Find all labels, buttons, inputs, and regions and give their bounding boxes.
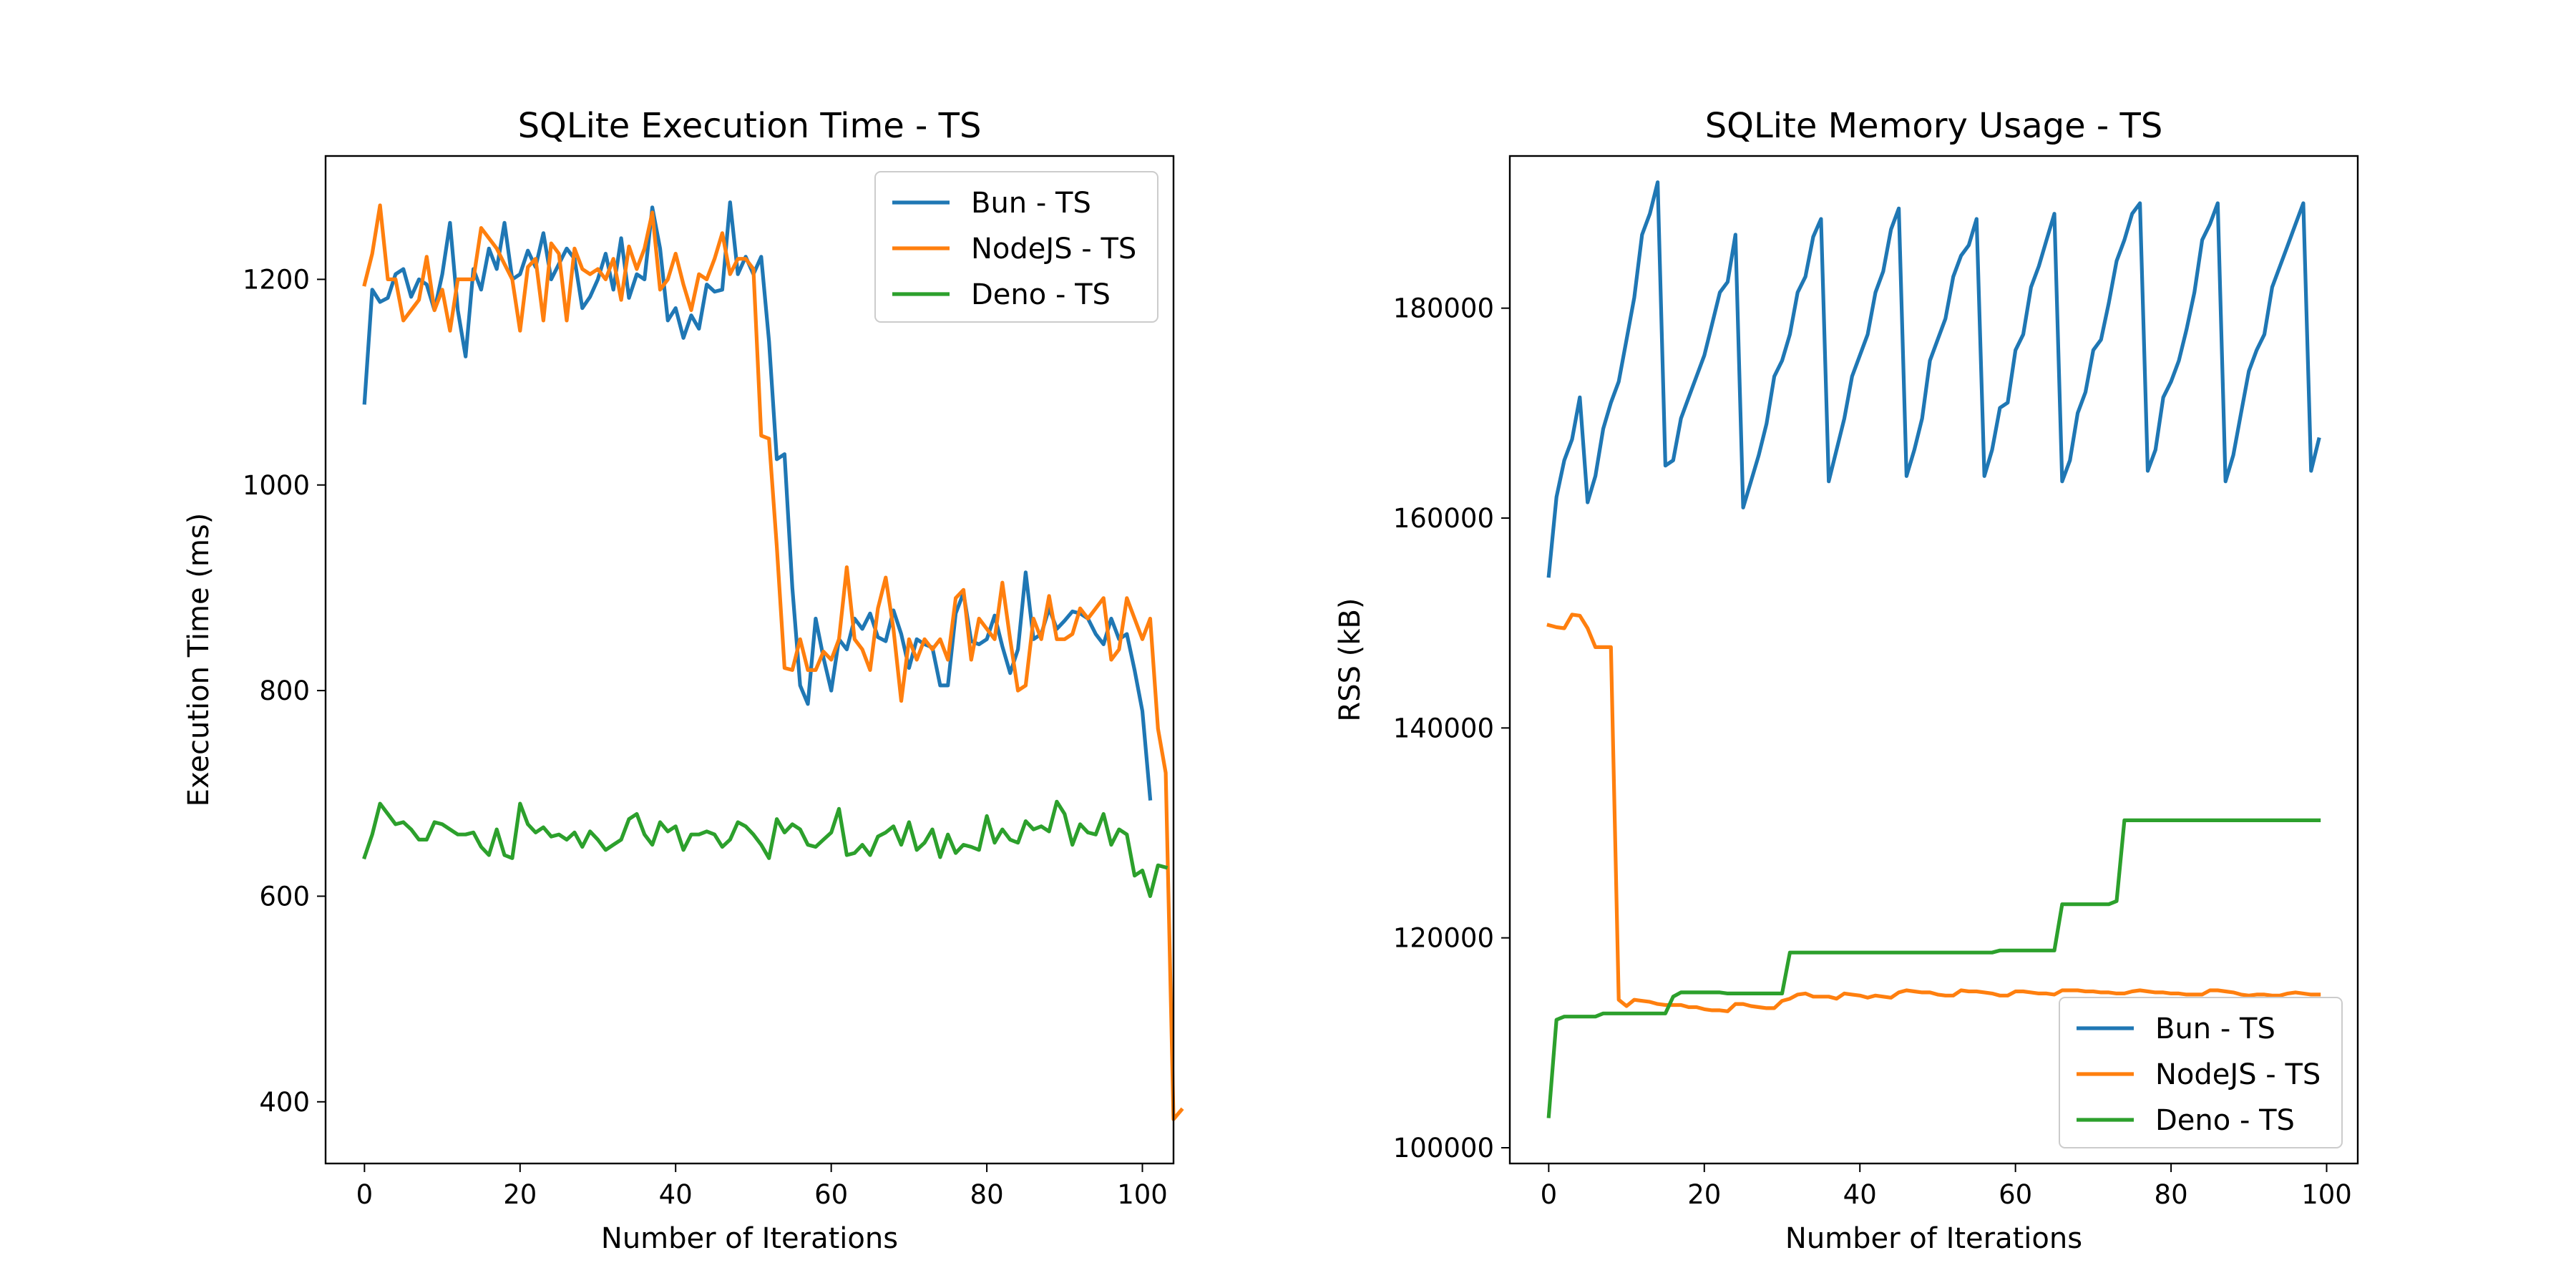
memory-usage-chart: 0 20 40 60 80 100 100000 120000 140000 160000 1800…: [1334, 106, 2359, 1255]
legend-entry: Deno - TS: [971, 278, 1111, 311]
series-line-deno-ts: [362, 799, 1169, 899]
y-tick-label: 140000: [1393, 713, 1494, 743]
y-tick-label: 160000: [1393, 503, 1494, 534]
legend-box: [874, 171, 1158, 323]
legend-entry: NodeJS - TS: [2155, 1058, 2321, 1091]
x-tick-label: 20: [1687, 1179, 1721, 1210]
series-line-deno-ts: [1546, 818, 2321, 1118]
legend-entry: NodeJS - TS: [971, 233, 1136, 265]
x-axis-label: Number of Iterations: [1785, 1222, 2082, 1255]
series-line-nodejs-ts: [1546, 613, 2321, 1013]
chart-title: SQLite Memory Usage - TS: [1705, 106, 2163, 146]
y-tick-label: 800: [259, 675, 310, 706]
y-tick-label: 1200: [243, 264, 310, 295]
axes-frame: [1508, 155, 2359, 1165]
x-tick-label: 20: [503, 1179, 537, 1210]
x-tick-label: 40: [1843, 1179, 1877, 1210]
x-tick-label: 40: [659, 1179, 693, 1210]
legend-entry: Deno - TS: [2155, 1104, 2295, 1137]
legend-box: [2059, 997, 2343, 1148]
x-tick-label: 60: [814, 1179, 848, 1210]
x-tick-label: 80: [970, 1179, 1004, 1210]
y-tick-label: 1000: [243, 470, 310, 501]
y-tick-label: 120000: [1393, 923, 1494, 954]
execution-time-chart: 0 20 40 60 80 100 400 600 800 1000 1200 SQLite Exec…: [182, 106, 1184, 1255]
x-tick-label: 100: [2301, 1179, 2352, 1210]
y-tick-label: 100000: [1393, 1133, 1494, 1163]
y-tick-label: 180000: [1393, 293, 1494, 324]
series-line-bun-ts: [1546, 180, 2321, 578]
series-line-bun-ts: [362, 200, 1153, 801]
legend: Bun - TS NodeJS - TS Deno - TS: [874, 171, 1158, 323]
x-tick-label: 0: [356, 1179, 374, 1210]
legend: Bun - TS NodeJS - TS Deno - TS: [2059, 997, 2343, 1148]
y-axis-label: Execution Time (ms): [182, 513, 215, 807]
y-tick-label: 400: [259, 1087, 310, 1118]
x-tick-label: 60: [1999, 1179, 2032, 1210]
legend-entry: Bun - TS: [971, 187, 1091, 220]
x-axis-label: Number of Iterations: [601, 1222, 898, 1255]
x-tick-label: 0: [1541, 1179, 1558, 1210]
y-tick-label: 600: [259, 881, 310, 912]
x-tick-label: 80: [2155, 1179, 2188, 1210]
axes-frame: [324, 155, 1175, 1165]
x-tick-label: 100: [1117, 1179, 1168, 1210]
y-axis-label: RSS (kB): [1334, 597, 1367, 721]
legend-entry: Bun - TS: [2155, 1013, 2275, 1045]
series-line-nodejs-ts: [362, 203, 1184, 1121]
chart-title: SQLite Execution Time - TS: [518, 106, 982, 146]
